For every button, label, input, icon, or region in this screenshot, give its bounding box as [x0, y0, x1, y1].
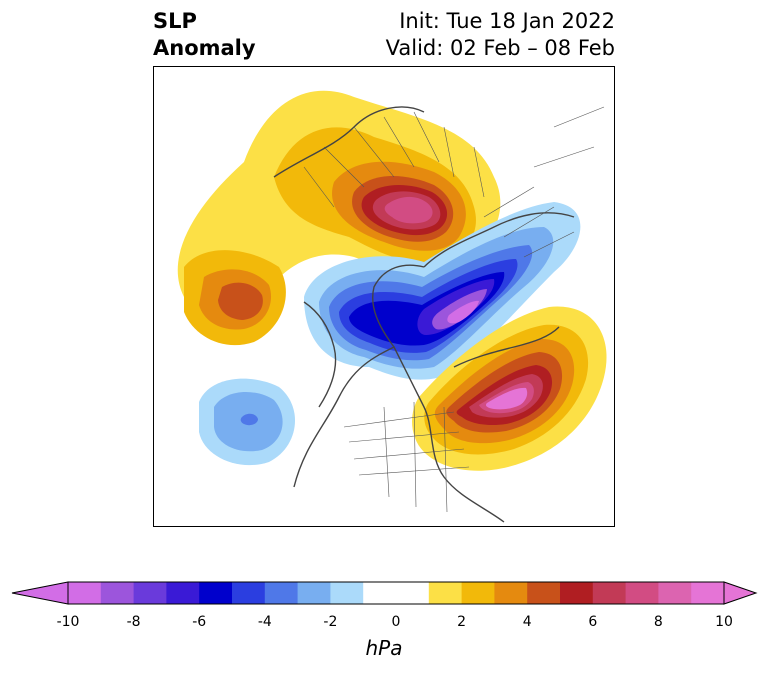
colorbar-tick-label: -4 [257, 614, 272, 630]
colorbar [10, 578, 758, 612]
init-date: Init: Tue 18 Jan 2022 [399, 9, 615, 33]
colorbar-segment [691, 582, 725, 604]
colorbar-tick-label: -10 [56, 614, 80, 630]
colorbar-segment [166, 582, 200, 604]
coastlines [273, 106, 575, 523]
anomaly-contour [384, 196, 433, 224]
colorbar-svg [11, 581, 758, 605]
colorbar-segment [658, 582, 692, 604]
anomaly-contour [447, 300, 479, 324]
colorbar-segment [625, 582, 659, 604]
map-title: SLP Anomaly [153, 8, 256, 62]
title-line-2: Anomaly [153, 36, 256, 60]
colorbar-segment [363, 582, 397, 604]
colorbar-segment [396, 582, 430, 604]
colorbar-tick-label: 6 [588, 614, 598, 630]
colorbar-segment [133, 582, 167, 604]
colorbar-segment [199, 582, 233, 604]
colorbar-tick-label: -8 [126, 614, 141, 630]
map-svg [177, 90, 607, 523]
colorbar-tick-label: 2 [457, 614, 467, 630]
anomaly-map [153, 66, 615, 527]
colorbar-tick-label: -2 [323, 614, 338, 630]
anomaly-contour [240, 413, 258, 426]
colorbar-segment [592, 582, 627, 604]
colorbar-segment [232, 582, 266, 604]
colorbar-segment [297, 582, 331, 604]
anomaly-contour [218, 282, 263, 320]
colorbar-segment [100, 582, 135, 604]
anomaly-contour [485, 387, 528, 410]
colorbar-segment [428, 582, 463, 604]
colorbar-segment [68, 582, 102, 604]
colorbar-segment [264, 582, 299, 604]
colorbar-tick-label: 8 [653, 614, 663, 630]
colorbar-tick-label: 10 [715, 614, 733, 630]
valid-date-range: Valid: 02 Feb – 08 Feb [385, 36, 615, 60]
colorbar-segment [560, 582, 594, 604]
forecast-dates: Init: Tue 18 Jan 2022 Valid: 02 Feb – 08… [386, 8, 615, 62]
title-line-1: SLP [153, 9, 197, 33]
colorbar-segment [494, 582, 528, 604]
colorbar-segment [527, 582, 561, 604]
colorbar-extend-min [11, 581, 69, 605]
colorbar-tick-label: 0 [391, 614, 401, 630]
colorbar-unit-label: hPa [365, 636, 403, 660]
borders [303, 106, 605, 513]
colorbar-frame [67, 581, 725, 605]
colorbar-tick-label: 4 [522, 614, 532, 630]
colorbar-segment [330, 582, 364, 604]
colorbar-extend-max [723, 581, 758, 605]
colorbar-tick-label: -6 [192, 614, 207, 630]
colorbar-segment [461, 582, 495, 604]
